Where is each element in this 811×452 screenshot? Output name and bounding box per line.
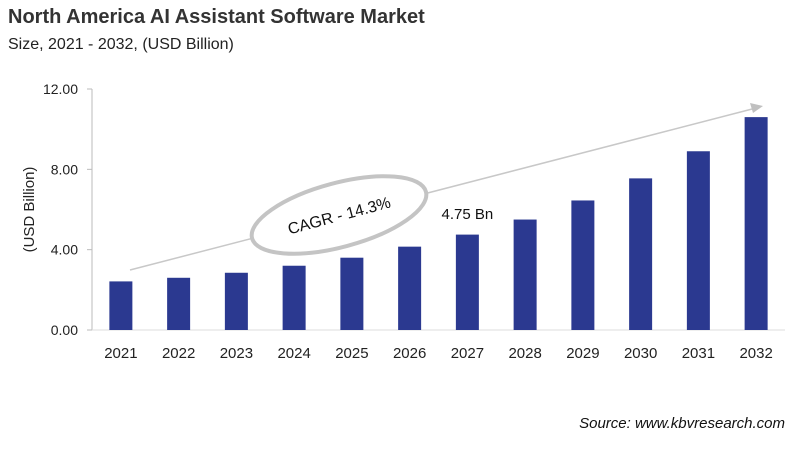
x-tick-label: 2031 xyxy=(682,345,715,362)
bar-2024 xyxy=(282,265,306,330)
bar-2026 xyxy=(398,246,422,330)
x-tick-label: 2027 xyxy=(451,345,484,362)
chart-subtitle: Size, 2021 - 2032, (USD Billion) xyxy=(8,36,234,53)
source-text: Source: www.kbvresearch.com xyxy=(579,415,785,432)
x-tick-label: 2030 xyxy=(624,345,657,362)
x-tick-label: 2025 xyxy=(335,345,368,362)
y-tick-label: 0.00 xyxy=(51,322,78,338)
trend-arrowhead xyxy=(750,103,763,113)
x-tick-label: 2023 xyxy=(220,345,253,362)
chart-title: North America AI Assistant Software Mark… xyxy=(8,6,425,28)
bar-2022 xyxy=(167,277,191,330)
y-tick-label: 8.00 xyxy=(51,161,78,177)
y-tick-label: 12.00 xyxy=(43,81,78,97)
x-tick-label: 2022 xyxy=(162,345,195,362)
bar-2030 xyxy=(629,178,653,330)
bar-2032 xyxy=(744,117,768,330)
x-tick-label: 2021 xyxy=(104,345,137,362)
x-tick-label: 2024 xyxy=(277,345,310,362)
x-tick-label: 2028 xyxy=(508,345,541,362)
y-tick-label: 4.00 xyxy=(51,242,78,258)
data-label-2027: 4.75 Bn xyxy=(442,206,494,223)
bar-2029 xyxy=(571,200,595,330)
bar-2025 xyxy=(340,257,364,330)
bar-2021 xyxy=(109,281,133,330)
x-tick-label: 2029 xyxy=(566,345,599,362)
x-tick-label: 2032 xyxy=(739,345,772,362)
y-axis-label: (USD Billion) xyxy=(21,167,38,253)
bar-2028 xyxy=(513,219,537,330)
x-tick-label: 2026 xyxy=(393,345,426,362)
bar-2031 xyxy=(686,151,710,330)
bar-2027 xyxy=(455,234,479,330)
cagr-ellipse xyxy=(249,174,429,256)
trend-arrow xyxy=(129,107,757,271)
bar-2023 xyxy=(224,272,248,330)
